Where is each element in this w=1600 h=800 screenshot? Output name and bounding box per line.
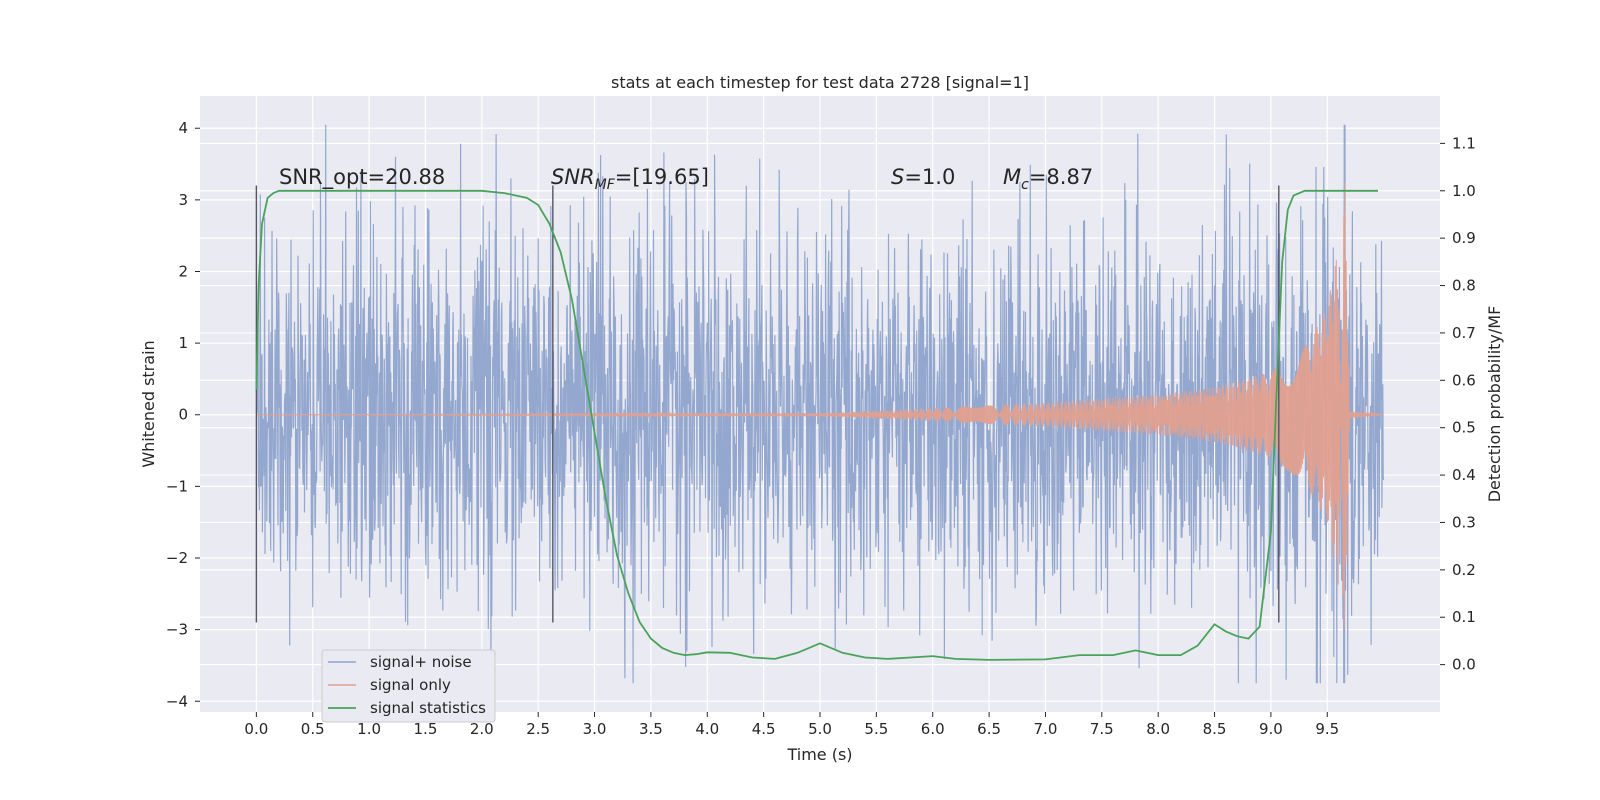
signal-statistics-line [255, 189, 1378, 661]
signal-noise-line [255, 124, 1385, 684]
legend-box [321, 649, 496, 723]
chart-title: stats at each timestep for test data 272… [611, 73, 1029, 92]
annotation-mc: Mc=8.87 [1003, 165, 1093, 193]
x-tick-label-11: 5.5 [864, 720, 888, 738]
legend: signal+ noise signal only signal statist… [321, 649, 496, 723]
legend-label-signal-noise: signal+ noise [370, 653, 472, 671]
vertical-markers [255, 185, 1280, 623]
legend-label-signal-only: signal only [370, 676, 451, 694]
y-tick-label-8: 4 [178, 119, 188, 137]
y-tick-label-4: 0 [178, 406, 188, 424]
annotation-s-symbol: S [891, 165, 904, 189]
y2-tick-label-10: 1.0 [1452, 182, 1476, 200]
annotation-snr-mf-value: =[19.65] [615, 165, 709, 189]
y-tick-label-1: −3 [166, 621, 188, 639]
series-signal-only [256, 182, 1384, 630]
y2-tick-label-4: 0.4 [1452, 466, 1476, 484]
y2-tick-label-1: 0.1 [1452, 608, 1476, 626]
x-tick-label-7: 3.5 [639, 720, 663, 738]
x-tick-label-9: 4.5 [752, 720, 776, 738]
annotation-s: S=1.0 [891, 165, 955, 189]
y2-tick-label-2: 0.2 [1452, 561, 1476, 579]
x-tick-label-17: 8.5 [1203, 720, 1227, 738]
y2-axis-ticks: 0.0 0.1 0.2 0.3 0.4 0.5 0.6 0.7 0.8 0.9 1.0 1.1 [1440, 134, 1476, 674]
x-tick-label-3: 1.5 [414, 720, 438, 738]
y2-tick-label-0: 0.0 [1452, 656, 1476, 674]
y2-tick-label-11: 1.1 [1452, 134, 1476, 152]
y2-tick-label-7: 0.7 [1452, 324, 1476, 342]
y-axis-title: Whitened strain [139, 340, 158, 467]
x-tick-label-13: 6.5 [977, 720, 1001, 738]
annotation-snr-mf-symbol: SNR [551, 165, 595, 189]
y2-tick-label-3: 0.3 [1452, 513, 1476, 531]
legend-label-signal-statistics: signal statistics [370, 699, 486, 717]
x-tick-label-4: 2.0 [470, 720, 494, 738]
y-axis-ticks: −4 −3 −2 −1 0 1 2 3 4 [166, 119, 200, 710]
x-tick-label-10: 5.0 [808, 720, 832, 738]
y2-tick-label-6: 0.6 [1452, 371, 1476, 389]
x-tick-label-16: 8.0 [1146, 720, 1170, 738]
x-tick-label-12: 6.0 [921, 720, 945, 738]
x-axis-title: Time (s) [786, 745, 852, 764]
x-tick-label-6: 3.0 [583, 720, 607, 738]
y-tick-label-0: −4 [166, 692, 188, 710]
x-axis-ticks: 0.0 0.5 1.0 1.5 2.0 2.5 3.0 3.5 4.0 4.5 5.0 5.5 6.0 6… [244, 712, 1339, 738]
x-tick-label-14: 7.0 [1034, 720, 1058, 738]
x-tick-label-2: 1.0 [357, 720, 381, 738]
signal-only-line [256, 182, 1384, 630]
x-tick-label-18: 9.0 [1259, 720, 1283, 738]
x-tick-label-5: 2.5 [526, 720, 550, 738]
annotation-mc-value: =8.87 [1029, 165, 1093, 189]
annotation-mc-subscript: c [1021, 177, 1029, 193]
y-tick-label-7: 3 [178, 191, 188, 209]
y2-tick-label-9: 0.9 [1452, 229, 1476, 247]
annotation-snr-mf: SNRMF=[19.65] [551, 165, 709, 193]
series-signal-noise [255, 124, 1385, 684]
annotation-mc-symbol: M [1003, 165, 1021, 189]
x-tick-label-8: 4.0 [695, 720, 719, 738]
y-tick-label-2: −2 [166, 549, 188, 567]
series-signal-statistics [255, 189, 1378, 661]
annotation-s-value: =1.0 [904, 165, 955, 189]
x-tick-label-1: 0.5 [301, 720, 325, 738]
y-tick-label-6: 2 [178, 262, 188, 280]
y2-tick-label-5: 0.5 [1452, 419, 1476, 437]
y2-axis-title: Detection probability/MF [1485, 306, 1504, 503]
annotation-snr-opt: SNR_opt=20.88 [279, 165, 445, 190]
y-tick-label-3: −1 [166, 477, 188, 495]
y2-tick-label-8: 0.8 [1452, 277, 1476, 295]
y-tick-label-5: 1 [178, 334, 188, 352]
annotation-snr-mf-subscript: MF [595, 177, 616, 193]
x-tick-label-0: 0.0 [244, 720, 268, 738]
x-tick-label-19: 9.5 [1315, 720, 1339, 738]
x-tick-label-15: 7.5 [1090, 720, 1114, 738]
